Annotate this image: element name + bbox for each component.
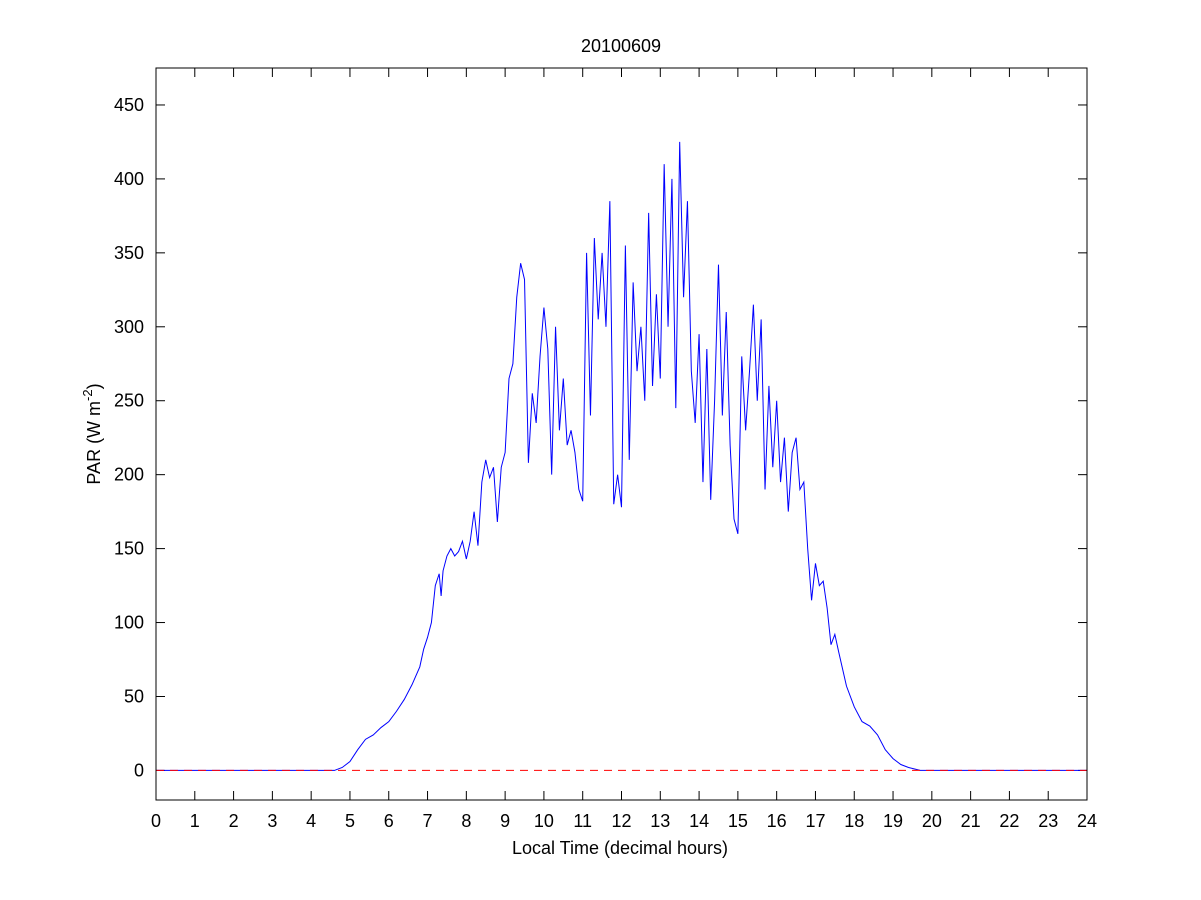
y-tick-label: 250 xyxy=(114,391,144,411)
y-tick-label: 450 xyxy=(114,95,144,115)
y-label-sup: -2 xyxy=(80,389,95,401)
x-tick-label: 13 xyxy=(650,811,670,831)
x-tick-label: 18 xyxy=(844,811,864,831)
x-tick-label: 16 xyxy=(767,811,787,831)
x-tick-label: 21 xyxy=(961,811,981,831)
x-tick-label: 5 xyxy=(345,811,355,831)
x-tick-label: 15 xyxy=(728,811,748,831)
x-tick-label: 8 xyxy=(461,811,471,831)
x-tick-label: 2 xyxy=(229,811,239,831)
x-tick-label: 24 xyxy=(1077,811,1097,831)
x-tick-label: 11 xyxy=(573,811,592,831)
data-line xyxy=(156,141,1087,771)
x-tick-label: 4 xyxy=(306,811,316,831)
x-tick-label: 6 xyxy=(384,811,394,831)
x-tick-label: 20 xyxy=(922,811,942,831)
y-tick-label: 300 xyxy=(114,317,144,337)
y-tick-label: 400 xyxy=(114,169,144,189)
y-tick-label: 100 xyxy=(114,613,144,633)
x-tick-label: 9 xyxy=(500,811,510,831)
chart-title: 20100609 xyxy=(581,36,661,56)
y-tick-label: 350 xyxy=(114,243,144,263)
x-tick-label: 0 xyxy=(151,811,161,831)
x-tick-label: 23 xyxy=(1038,811,1058,831)
x-tick-label: 10 xyxy=(534,811,554,831)
x-tick-label: 3 xyxy=(267,811,277,831)
x-tick-label: 14 xyxy=(689,811,709,831)
x-axis-label: Local Time (decimal hours) xyxy=(512,838,728,858)
x-tick-label: 1 xyxy=(190,811,200,831)
y-axis-label: PAR (W m-2) xyxy=(80,383,104,484)
y-tick-label: 0 xyxy=(134,760,144,780)
plot-frame xyxy=(155,67,1088,801)
y-tick-label: 50 xyxy=(124,686,144,706)
x-tick-label: 19 xyxy=(883,811,903,831)
y-tick-label: 200 xyxy=(114,465,144,485)
y-label-close: ) xyxy=(84,383,104,389)
x-tick-label: 17 xyxy=(805,811,825,831)
y-tick-label: 150 xyxy=(114,539,144,559)
x-tick-label: 12 xyxy=(611,811,631,831)
x-tick-label: 7 xyxy=(423,811,433,831)
y-label-text: PAR (W m xyxy=(84,401,104,485)
x-tick-label: 22 xyxy=(999,811,1019,831)
